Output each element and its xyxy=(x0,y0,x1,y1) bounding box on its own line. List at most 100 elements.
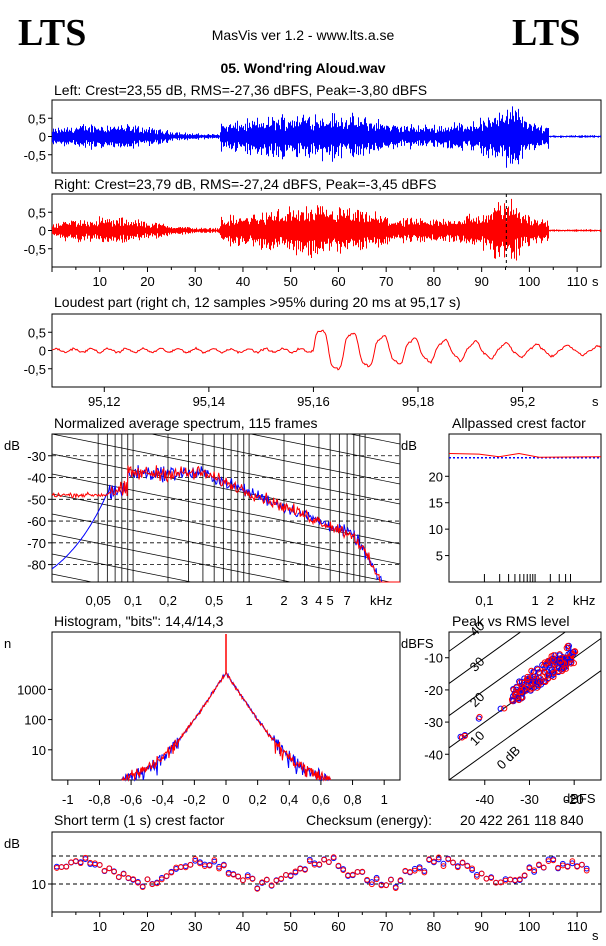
short-term-point-right xyxy=(416,865,423,872)
xtick-label: 40 xyxy=(236,274,250,289)
ytick-label: -0,5 xyxy=(24,148,46,163)
short-term-point-right xyxy=(144,876,151,883)
xtick-label: 1 xyxy=(531,593,538,608)
short-term-point-right xyxy=(316,861,323,868)
short-term-point-right xyxy=(101,867,108,874)
peak-rms-point-right xyxy=(516,679,524,686)
peak-rms-point-right xyxy=(560,666,567,673)
short-term-point-right xyxy=(516,876,523,883)
short-term-point-right xyxy=(254,885,261,892)
short-term-xticks: 10 20 30 40 50 60 70 80 90 100 110 xyxy=(51,912,587,934)
peak-rms-point-right xyxy=(513,684,520,691)
xtick-label: 20 xyxy=(140,274,154,289)
short-term-point-right xyxy=(340,867,347,874)
xtick-label: 90 xyxy=(474,274,488,289)
short-term-point-right xyxy=(244,873,251,880)
short-term-xunit: s xyxy=(592,928,599,943)
ytick-label: 15 xyxy=(429,496,443,511)
crest-line-label: 0 dB xyxy=(494,743,524,773)
ytick-label: 10 xyxy=(32,877,46,892)
ytick-label: -60 xyxy=(27,514,46,529)
xtick-label: 0,2 xyxy=(249,792,267,807)
crest-line xyxy=(449,637,601,749)
short-term-point-right xyxy=(426,856,433,863)
peak-rms-point-right xyxy=(542,660,549,667)
peak-rms-point-right xyxy=(461,732,468,740)
loudest-part-title: Loudest part (right ch, 12 samples >95% … xyxy=(54,294,461,310)
peak-rms-point-left xyxy=(552,652,559,659)
xtick-label: 0,8 xyxy=(344,792,362,807)
left-waveform-title: Left: Crest=23,55 dB, RMS=-27,36 dBFS, P… xyxy=(54,82,427,98)
right-waveform-xticks: 10 20 30 40 50 60 70 80 90 100 110 xyxy=(51,267,587,289)
short-term-point-left xyxy=(583,865,590,872)
peak-rms-point-right xyxy=(518,688,525,695)
spectrum-slope xyxy=(52,533,293,582)
short-term-point-right xyxy=(507,876,514,883)
checksum-value: 20 422 261 118 840 xyxy=(460,812,584,828)
short-term-point-right xyxy=(287,872,294,879)
allpassed-plot xyxy=(448,453,602,459)
short-term-point-right xyxy=(96,862,103,868)
xtick-label: 40 xyxy=(236,919,250,934)
crest-line-label: 30 xyxy=(467,654,488,675)
peak-rms-xlabel: dBFS xyxy=(563,791,596,806)
short-term-point-left xyxy=(531,868,538,875)
spectrum-slope xyxy=(52,453,400,525)
spectrum-slope xyxy=(52,314,400,384)
spectrum-slope xyxy=(52,434,400,505)
short-term-point-right xyxy=(63,863,70,870)
short-term-point-right xyxy=(550,857,557,864)
allpassed-title: Allpassed crest factor xyxy=(452,415,586,431)
xtick-label: 7 xyxy=(343,593,350,608)
peak-rms-point-right xyxy=(570,660,577,667)
xtick-label: 80 xyxy=(427,274,441,289)
peak-rms-point-right xyxy=(544,672,551,679)
spectrum-curve xyxy=(51,465,400,583)
short-term-point-right xyxy=(531,867,538,874)
peak-rms-point-right xyxy=(515,696,523,704)
peak-rms-point-right xyxy=(528,667,535,674)
short-term-point-right xyxy=(373,876,380,883)
right-waveform-title: Right: Crest=23,79 dB, RMS=-27,24 dBFS, … xyxy=(54,176,436,192)
spectrum-slope xyxy=(52,573,94,582)
short-term-point-right xyxy=(58,864,65,870)
histogram-ylabel: n xyxy=(4,636,11,651)
short-term-point-right xyxy=(521,872,528,879)
ytick-label: 0 xyxy=(39,224,46,239)
spectrum-ylabel: dB xyxy=(4,438,20,453)
peak-rms-frame xyxy=(448,631,602,781)
peak-rms-point-left xyxy=(519,690,526,697)
peak-rms-point-left xyxy=(516,678,523,685)
xtick-label: -0,2 xyxy=(183,792,205,807)
peak-rms-point-left xyxy=(497,705,504,712)
short-term-point-left xyxy=(368,879,375,885)
short-term-point-right xyxy=(359,868,366,875)
xtick-label: 95,18 xyxy=(402,394,435,409)
peak-rms-point-right xyxy=(557,657,564,665)
ytick-label: 10 xyxy=(32,743,46,758)
xtick-label: -0,6 xyxy=(120,792,142,807)
histogram-curve xyxy=(121,672,331,782)
peak-rms-point-right xyxy=(537,679,544,686)
short-term-point-right xyxy=(392,885,399,891)
short-term-point-right xyxy=(235,873,242,880)
xtick-label: -0,4 xyxy=(152,792,174,807)
peak-rms-point-right xyxy=(567,660,575,667)
short-term-point-right xyxy=(177,864,184,870)
histogram-xticks: -1 -0,8 -0,6 -0,4 -0,2 0 0,2 0,4 0,6 0,8 1 xyxy=(62,780,388,807)
short-term-point-right xyxy=(302,866,308,873)
short-term-point-right xyxy=(182,864,189,871)
short-term-point-right xyxy=(440,863,447,870)
short-term-point-right xyxy=(139,884,146,890)
short-term-point-right xyxy=(574,863,581,870)
short-term-point-right xyxy=(168,869,175,876)
short-term-point-right xyxy=(249,876,256,882)
short-term-point-left xyxy=(569,860,576,867)
app-title: MasVis ver 1.2 - www.lts.a.se xyxy=(212,27,395,43)
xtick-label: 3 xyxy=(301,593,308,608)
xtick-label: 0,05 xyxy=(86,593,111,608)
short-term-point-right xyxy=(368,881,375,888)
short-term-point-right xyxy=(364,876,370,883)
short-term-point-right xyxy=(431,858,437,865)
